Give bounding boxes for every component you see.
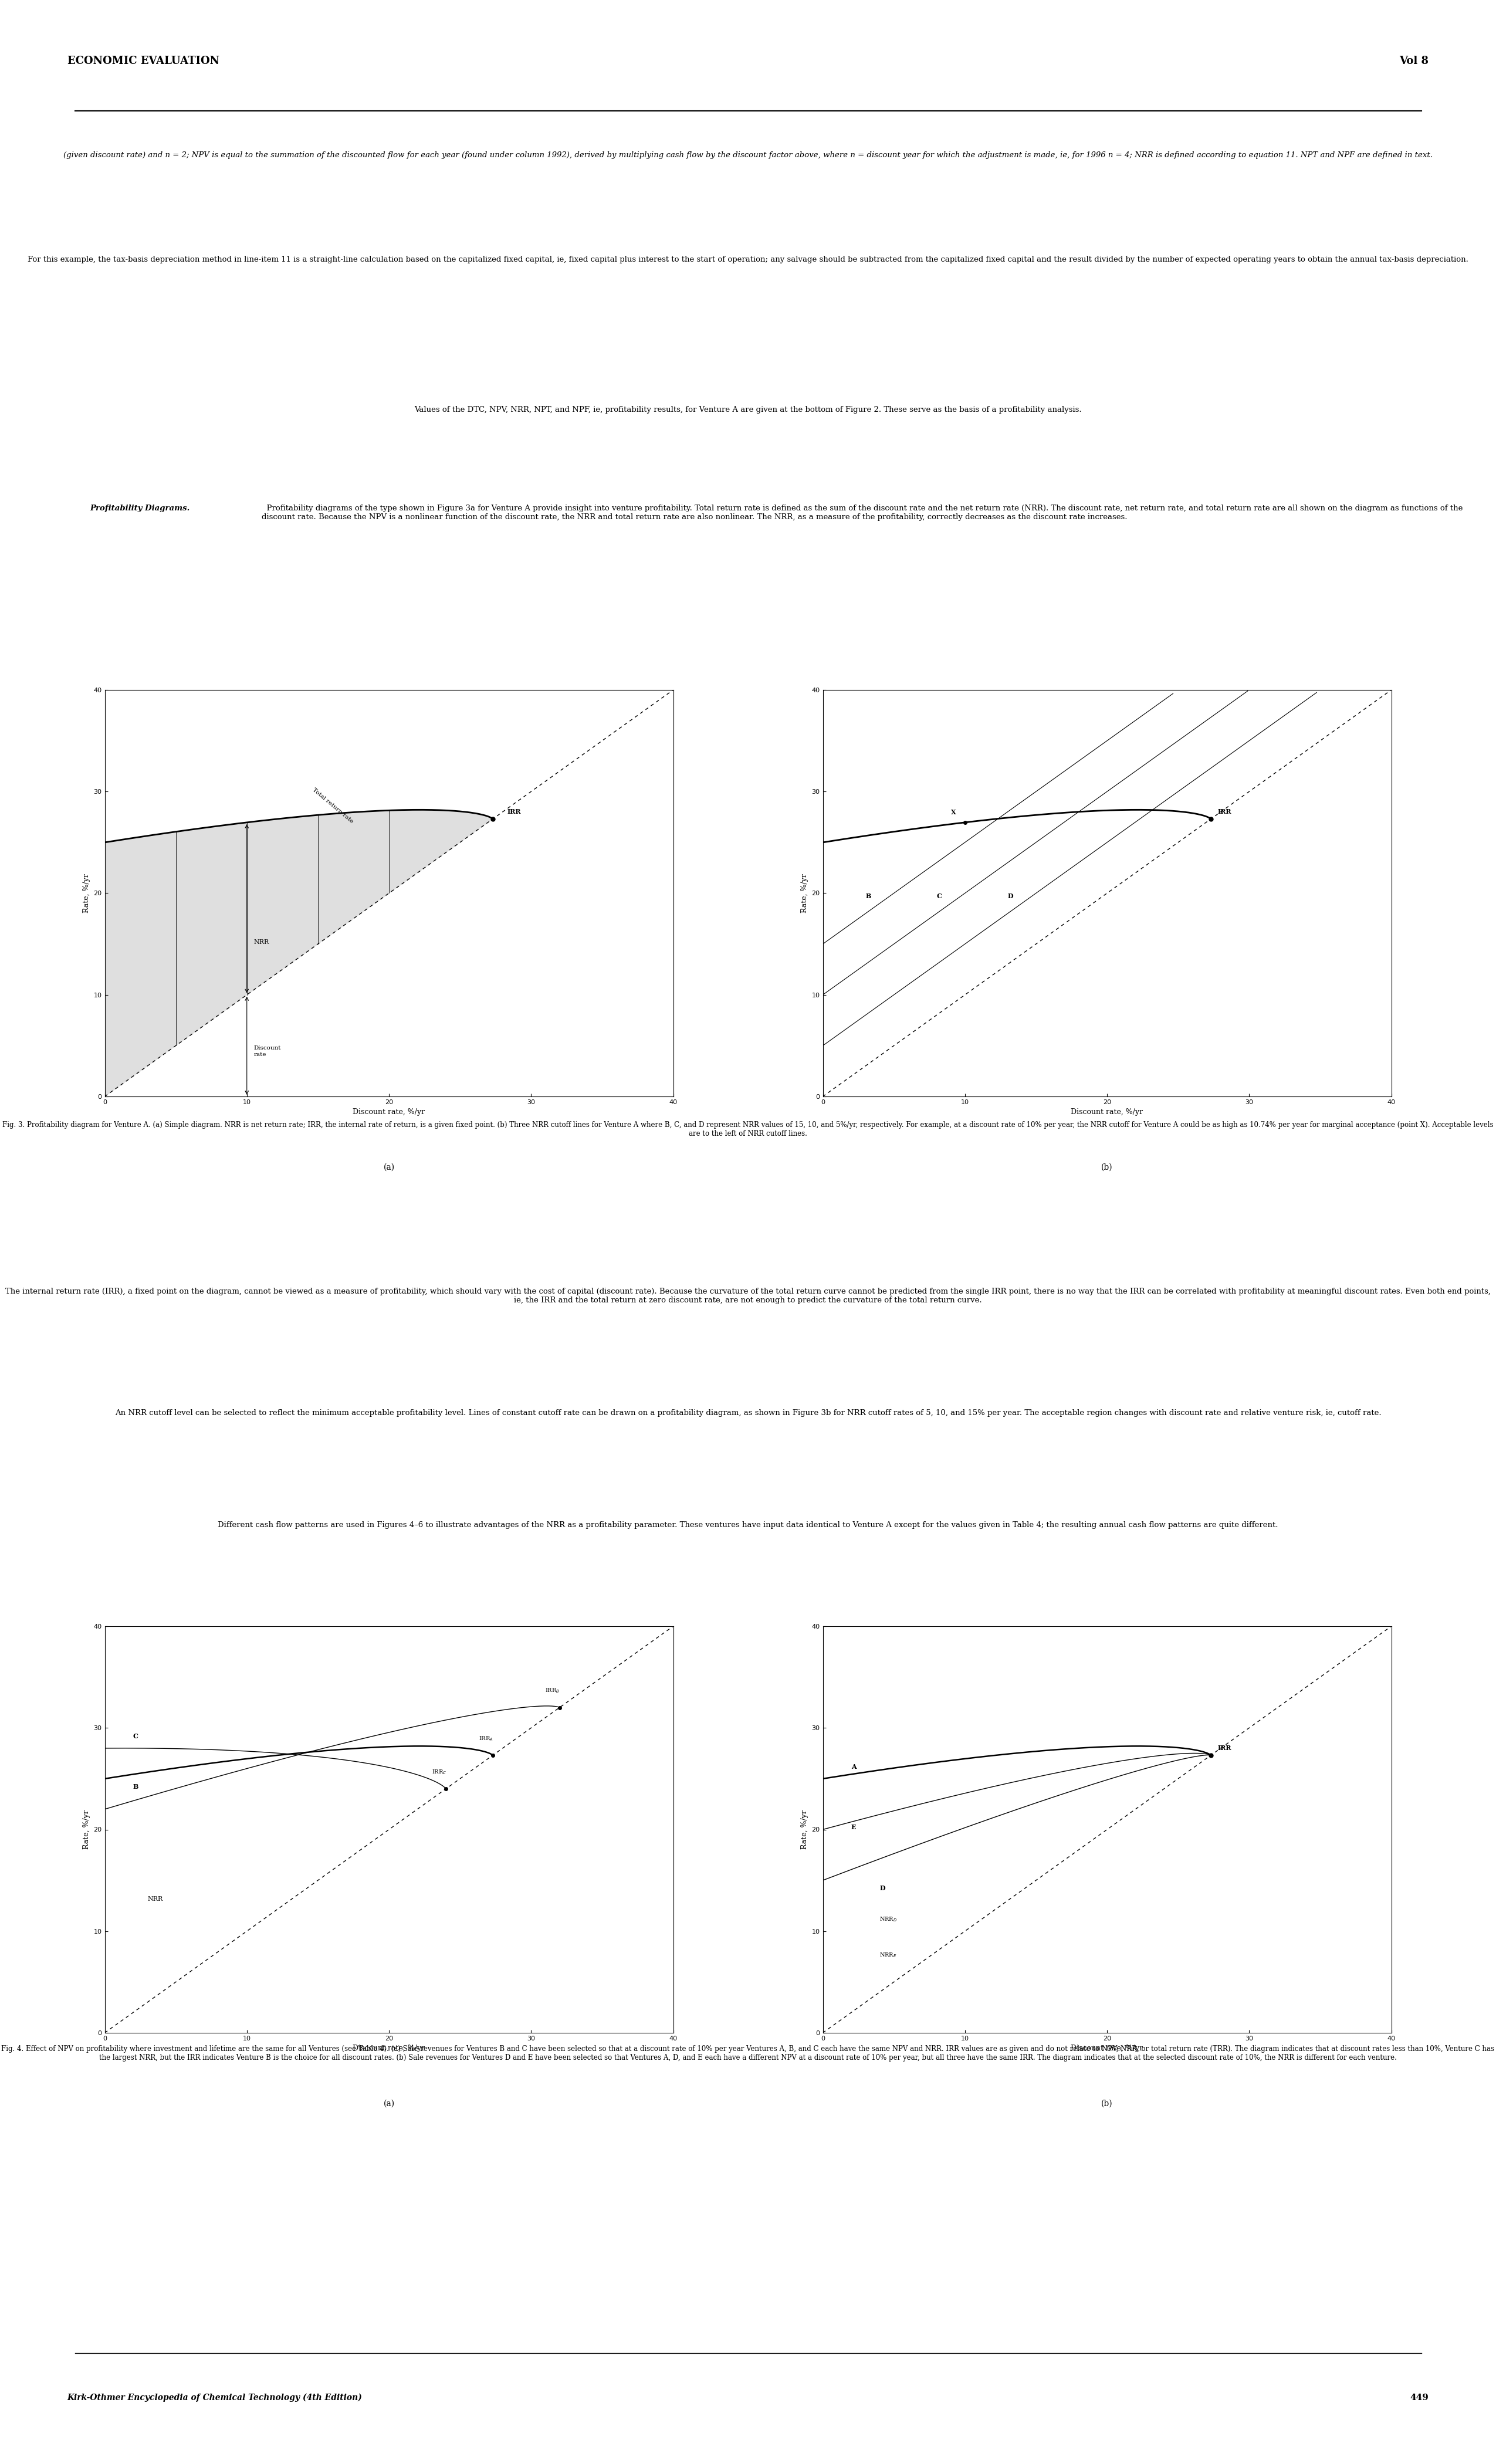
Y-axis label: Rate, %/yr: Rate, %/yr [800,875,808,912]
Text: C: C [936,892,941,899]
Y-axis label: Rate, %/yr: Rate, %/yr [82,875,90,912]
Y-axis label: Rate, %/yr: Rate, %/yr [800,1811,808,1848]
Text: IRR$_C$: IRR$_C$ [432,1769,446,1777]
Text: IRR: IRR [507,808,521,816]
Text: E: E [851,1823,856,1831]
Text: (given discount rate) and n = 2; NPV is equal to the summation of the discounted: (given discount rate) and n = 2; NPV is … [63,150,1433,160]
X-axis label: Discount rate, %/yr: Discount rate, %/yr [1071,1109,1143,1116]
Text: NRR: NRR [254,939,269,946]
Text: An NRR cutoff level can be selected to reflect the minimum acceptable profitabil: An NRR cutoff level can be selected to r… [115,1409,1381,1417]
Text: (b): (b) [1101,1163,1113,1170]
Text: (a): (a) [383,1163,395,1170]
Text: For this example, the tax-basis depreciation method in line-item 11 is a straigh: For this example, the tax-basis deprecia… [27,256,1469,264]
Text: Total return rate: Total return rate [311,786,355,825]
X-axis label: Discount rate, %/yr: Discount rate, %/yr [1071,2045,1143,2053]
Text: D: D [880,1885,886,1892]
Text: IRR$_B$: IRR$_B$ [545,1688,560,1695]
Text: (a): (a) [383,2099,395,2107]
Text: IRR$_A$: IRR$_A$ [479,1735,494,1742]
Text: Kirk-Othmer Encyclopedia of Chemical Technology (4th Edition): Kirk-Othmer Encyclopedia of Chemical Tec… [67,2393,362,2402]
Y-axis label: Rate, %/yr: Rate, %/yr [82,1811,90,1848]
Text: (b): (b) [1101,2099,1113,2107]
Text: X: X [951,808,956,816]
Text: IRR: IRR [1218,1745,1231,1752]
Text: Profitability Diagrams.: Profitability Diagrams. [90,505,190,513]
Text: The internal return rate (IRR), a fixed point on the diagram, cannot be viewed a: The internal return rate (IRR), a fixed … [6,1289,1490,1303]
Text: Vol 8: Vol 8 [1399,57,1429,67]
Text: NRR: NRR [148,1895,163,1902]
X-axis label: Discount rate, %/yr: Discount rate, %/yr [353,2045,425,2053]
Text: Discount
rate: Discount rate [254,1045,281,1057]
Text: IRR: IRR [1218,808,1231,816]
Text: A: A [851,1764,856,1769]
Text: B: B [133,1784,139,1789]
Text: NRR$_E$: NRR$_E$ [880,1951,898,1959]
X-axis label: Discount rate, %/yr: Discount rate, %/yr [353,1109,425,1116]
Text: ECONOMIC EVALUATION: ECONOMIC EVALUATION [67,57,220,67]
Text: C: C [133,1732,138,1740]
Text: Fig. 4. Effect of NPV on profitability where investment and lifetime are the sam: Fig. 4. Effect of NPV on profitability w… [1,2045,1495,2062]
Text: 449: 449 [1409,2393,1429,2402]
Text: Profitability diagrams of the type shown in Figure 3a for Venture A provide insi: Profitability diagrams of the type shown… [262,505,1463,520]
Text: Fig. 3. Profitability diagram for Venture A. (a) Simple diagram. NRR is net retu: Fig. 3. Profitability diagram for Ventur… [3,1121,1493,1138]
Text: Different cash flow patterns are used in Figures 4–6 to illustrate advantages of: Different cash flow patterns are used in… [218,1520,1278,1530]
Text: B: B [865,892,871,899]
Text: NRR$_D$: NRR$_D$ [880,1915,898,1924]
Text: Values of the DTC, NPV, NRR, NPT, and NPF, ie, profitability results, for Ventur: Values of the DTC, NPV, NRR, NPT, and NP… [414,407,1082,414]
Text: D: D [1008,892,1013,899]
